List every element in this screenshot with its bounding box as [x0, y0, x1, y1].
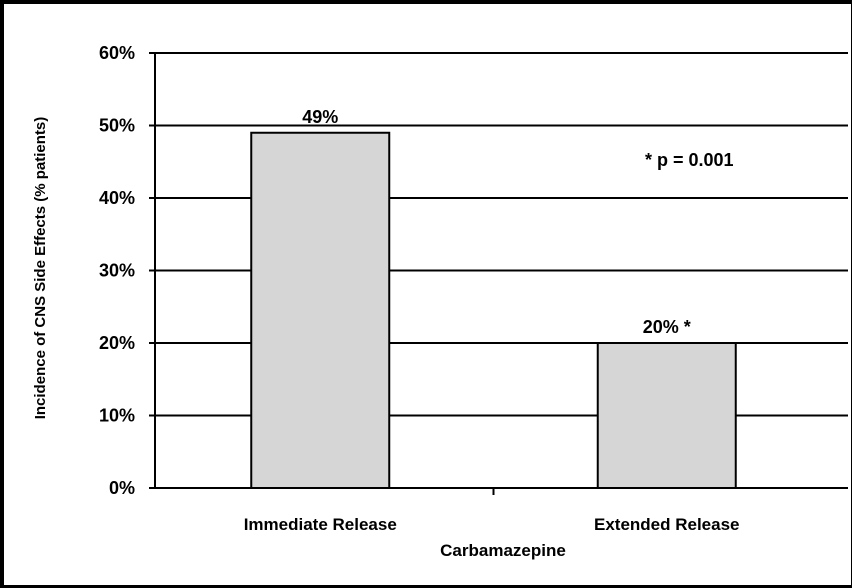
significance-annotation: * p = 0.001 — [645, 150, 734, 170]
y-tick-label-10: 10% — [99, 406, 135, 426]
x-axis-title: Carbamazepine — [440, 541, 566, 560]
category-label-1: Immediate Release — [244, 515, 397, 534]
y-tick-label-40: 40% — [99, 188, 135, 208]
data-label-1: 49% — [302, 107, 338, 127]
category-label-2: Extended Release — [594, 515, 740, 534]
y-tick-label-50: 50% — [99, 116, 135, 136]
data-label-2: 20% * — [643, 317, 691, 337]
y-tick-label-60: 60% — [99, 43, 135, 63]
bars — [251, 133, 736, 488]
y-axis-title: Incidence of CNS Side Effects (% patient… — [32, 117, 49, 420]
y-tick-label-30: 30% — [99, 261, 135, 281]
y-tick-label-0: 0% — [109, 478, 135, 498]
y-tick-label-20: 20% — [99, 333, 135, 353]
bar-1 — [251, 133, 389, 488]
bar-2 — [598, 343, 736, 488]
